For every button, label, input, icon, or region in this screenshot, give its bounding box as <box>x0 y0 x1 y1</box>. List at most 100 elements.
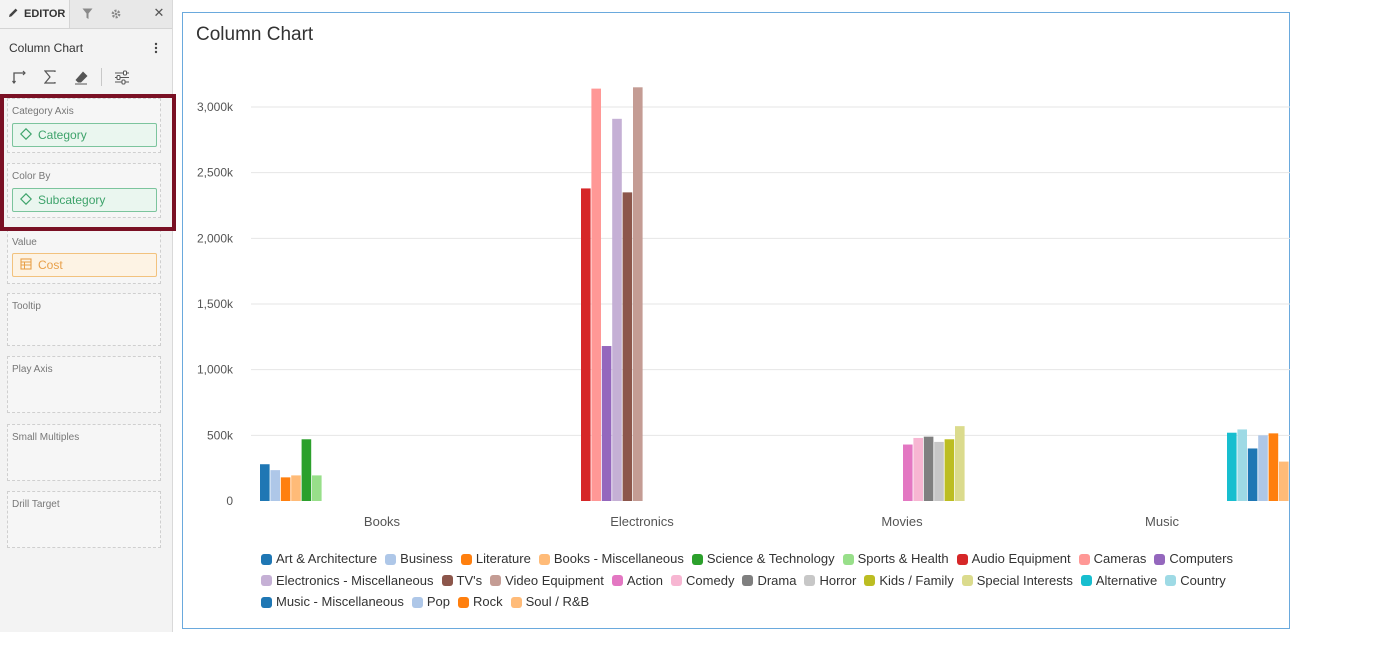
legend-item[interactable]: Video Equipment <box>490 571 604 591</box>
legend-item[interactable]: Comedy <box>671 571 734 591</box>
y-tick-label: 2,000k <box>197 231 234 245</box>
sigma-icon[interactable] <box>39 66 61 88</box>
filter-icon[interactable] <box>73 0 101 28</box>
legend-item[interactable]: Special Interests <box>961 571 1073 591</box>
legend-label: Comedy <box>686 572 735 588</box>
legend-swatch <box>441 575 453 586</box>
sliders-icon[interactable] <box>111 66 133 88</box>
legend-item[interactable]: Alternative <box>1080 571 1158 591</box>
legend-item[interactable]: Rock <box>458 592 503 612</box>
legend-swatch <box>411 596 423 608</box>
bar[interactable] <box>270 470 280 501</box>
chart-title: Column Chart <box>196 24 314 45</box>
legend-item[interactable]: Science & Technology <box>691 549 835 569</box>
bar[interactable] <box>581 188 591 501</box>
bar[interactable] <box>633 87 643 502</box>
close-icon[interactable]: ✕ <box>153 5 165 20</box>
bar[interactable] <box>1258 435 1268 501</box>
bar[interactable] <box>913 437 923 501</box>
legend-item[interactable]: Literature <box>460 549 531 569</box>
legend-swatch <box>1154 553 1166 565</box>
legend-label: Action <box>626 572 664 588</box>
gear-icon[interactable] <box>102 0 130 28</box>
bar[interactable] <box>934 441 944 501</box>
field-pill-subcategory[interactable]: Subcategory <box>12 188 157 212</box>
axis-icon[interactable] <box>8 66 30 88</box>
legend-swatch <box>460 553 472 565</box>
well-color-by[interactable]: Color By Subcategory <box>7 163 161 218</box>
bar[interactable] <box>903 444 913 501</box>
chart-visual[interactable]: Column Chart 0 500k 1,000k 1,500k 2,000k 2,50… <box>182 12 1291 629</box>
legend-item[interactable]: Audio Equipment <box>956 549 1071 569</box>
legend-item[interactable]: Computers <box>1154 549 1233 569</box>
dimension-diamond-icon <box>19 127 33 143</box>
legend-swatch <box>742 575 754 586</box>
well-drill-target[interactable]: Drill Target <box>7 491 161 548</box>
legend-item[interactable]: Cameras <box>1078 549 1147 569</box>
bar[interactable] <box>1247 448 1258 501</box>
bar[interactable] <box>622 192 633 501</box>
legend-item[interactable]: Electronics - Miscellaneous <box>261 571 434 591</box>
bar[interactable] <box>291 475 301 501</box>
bar[interactable] <box>1268 433 1279 501</box>
legend-label: Video Equipment <box>505 572 604 588</box>
well-small-multiples[interactable]: Small Multiples <box>7 424 161 481</box>
legend-swatch <box>671 575 683 586</box>
legend-label: Special Interests <box>976 572 1073 588</box>
legend-item[interactable]: Music - Miscellaneous <box>261 592 404 612</box>
bar[interactable] <box>955 426 965 501</box>
bar[interactable] <box>1227 432 1237 501</box>
legend-item[interactable]: Country <box>1165 571 1226 591</box>
well-value[interactable]: Value Cost <box>7 229 161 284</box>
legend-item[interactable]: TV's <box>441 571 482 591</box>
legend-item[interactable]: Drama <box>742 571 796 591</box>
y-tick-label: 500k <box>207 428 234 442</box>
legend-item[interactable]: Pop <box>411 592 450 612</box>
x-tick-label: Movies <box>881 514 923 529</box>
bar[interactable] <box>944 439 955 501</box>
eraser-icon[interactable] <box>70 66 92 88</box>
legend-item[interactable]: Books - Miscellaneous <box>538 549 684 569</box>
legend-item[interactable]: Art & Architecture <box>261 549 377 569</box>
well-play-axis[interactable]: Play Axis <box>7 356 161 413</box>
bar[interactable] <box>301 439 312 501</box>
legend-label: Literature <box>475 551 531 566</box>
y-tick-label: 0 <box>226 494 233 508</box>
legend-label: Music - Miscellaneous <box>276 594 404 609</box>
legend-label: Art & Architecture <box>276 551 378 566</box>
legend-label: Audio Equipment <box>971 551 1071 566</box>
field-pill-category[interactable]: Category <box>12 123 157 147</box>
well-value-title: Value <box>12 237 37 248</box>
editor-panel: EDITOR ✕ Column Chart Category Axis <box>0 0 173 632</box>
legend-item[interactable]: Kids / Family <box>864 571 954 591</box>
legend-swatch <box>1165 575 1177 586</box>
legend-item[interactable]: Action <box>611 571 664 591</box>
field-pill-cost[interactable]: Cost <box>12 253 157 277</box>
bar[interactable] <box>591 88 601 501</box>
well-tooltip[interactable]: Tooltip <box>7 293 161 346</box>
well-category-axis[interactable]: Category Axis Category <box>7 98 161 153</box>
legend-swatch <box>458 596 470 608</box>
bar[interactable] <box>1279 461 1289 501</box>
legend-item[interactable]: Soul / R&B <box>510 592 589 612</box>
legend-label: Alternative <box>1095 572 1158 588</box>
tab-editor[interactable]: EDITOR <box>0 0 70 28</box>
legend-item[interactable]: Horror <box>804 571 856 591</box>
bar[interactable] <box>260 464 270 501</box>
bar[interactable] <box>280 477 291 501</box>
bar[interactable] <box>612 118 622 501</box>
legend-label: Science & Technology <box>706 551 835 566</box>
legend-swatch <box>261 553 272 565</box>
legend-label: Kids / Family <box>879 572 954 588</box>
bar[interactable] <box>1237 429 1247 501</box>
more-options-icon[interactable] <box>150 40 162 56</box>
editor-tabbar: EDITOR ✕ <box>0 0 172 29</box>
bar[interactable] <box>923 436 934 501</box>
visual-title: Column Chart <box>9 41 84 55</box>
legend-item[interactable]: Sports & Health <box>842 549 949 569</box>
bar[interactable] <box>601 346 612 501</box>
legend-label: Cameras <box>1093 551 1147 566</box>
column-chart-plot[interactable]: 0 500k 1,000k 1,500k 2,000k 2,500k 3,000k Books… <box>183 13 1291 543</box>
legend-item[interactable]: Business <box>385 549 453 569</box>
bar[interactable] <box>312 475 322 501</box>
